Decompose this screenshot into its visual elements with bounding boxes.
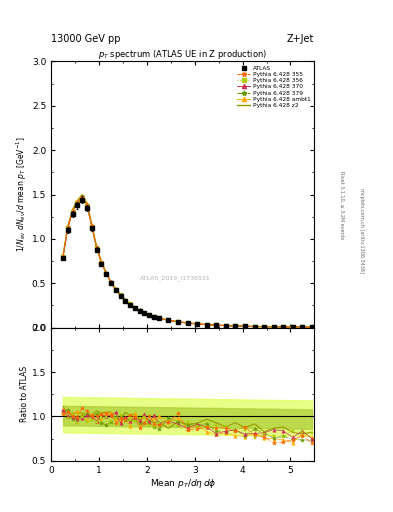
Text: Rivet 3.1.10, ≥ 3.2M events: Rivet 3.1.10, ≥ 3.2M events — [340, 170, 344, 239]
Legend: ATLAS, Pythia 6.428 355, Pythia 6.428 356, Pythia 6.428 370, Pythia 6.428 379, P: ATLAS, Pythia 6.428 355, Pythia 6.428 35… — [236, 65, 312, 109]
X-axis label: Mean $p_T/d\eta\,d\phi$: Mean $p_T/d\eta\,d\phi$ — [149, 477, 216, 490]
Text: mcplots.cern.ch [arXiv:1306.3436]: mcplots.cern.ch [arXiv:1306.3436] — [359, 188, 364, 273]
Text: ATLAS_2019_I1736531: ATLAS_2019_I1736531 — [140, 276, 210, 282]
Text: 13000 GeV pp: 13000 GeV pp — [51, 34, 121, 44]
Title: $p_T$ spectrum (ATLAS UE in Z production): $p_T$ spectrum (ATLAS UE in Z production… — [98, 48, 267, 61]
Y-axis label: Ratio to ATLAS: Ratio to ATLAS — [20, 366, 29, 422]
Text: Z+Jet: Z+Jet — [287, 34, 314, 44]
Y-axis label: $1/N_{ev}\ dN_{ev}/d$ mean $p_T\ [\mathrm{GeV}^{-1}]$: $1/N_{ev}\ dN_{ev}/d$ mean $p_T\ [\mathr… — [15, 137, 29, 252]
